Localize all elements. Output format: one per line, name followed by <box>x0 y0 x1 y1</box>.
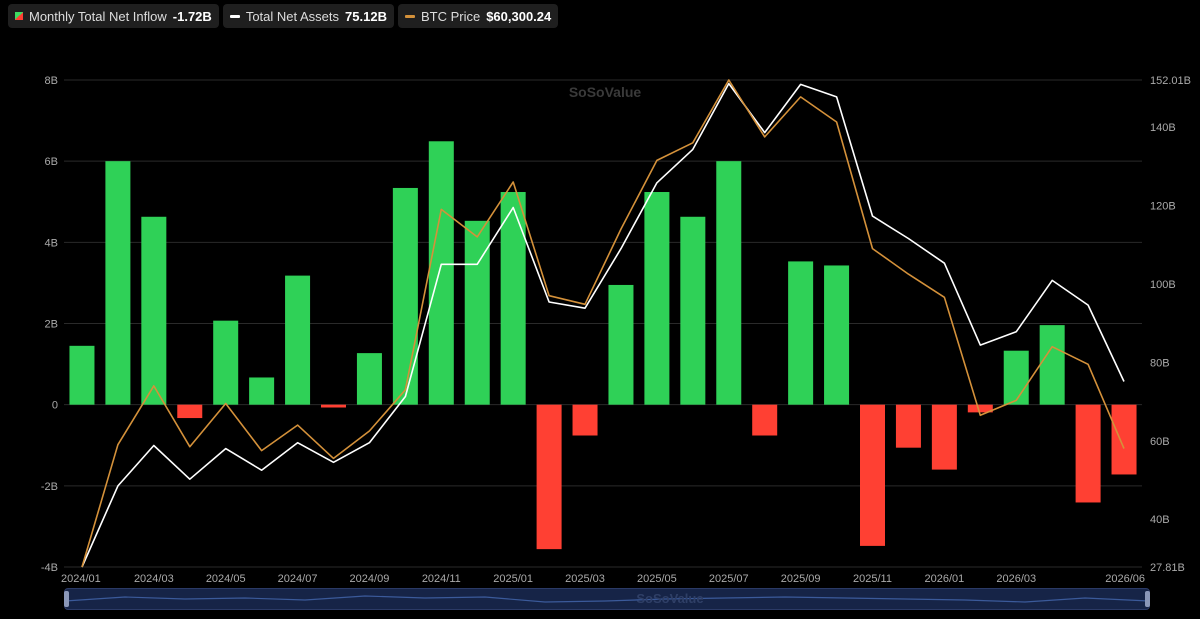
range-scroller[interactable]: SoSoValue <box>64 588 1150 610</box>
left-tick-label: -2B <box>41 481 58 493</box>
left-tick-label: 4B <box>45 237 58 249</box>
inflow-bar <box>177 404 203 419</box>
inflow-bar <box>356 353 382 405</box>
legend-assets-value: 75.12B <box>345 8 387 24</box>
inflow-bar <box>428 141 454 405</box>
x-tick-label: 2024/01 <box>61 573 101 585</box>
x-tick-label: 2024/11 <box>422 573 461 585</box>
right-tick-label: 140B <box>1150 122 1176 134</box>
inflow-bar <box>536 404 562 550</box>
inflow-bar <box>680 216 706 405</box>
inflow-bar <box>141 216 167 405</box>
inflow-bar <box>1003 350 1029 405</box>
x-tick-label: 2024/03 <box>134 573 174 585</box>
inflow-swatch-icon <box>15 12 23 20</box>
left-tick-label: 2B <box>45 319 58 331</box>
inflow-bar <box>788 261 814 405</box>
btc-swatch-icon <box>404 14 415 18</box>
right-tick-label: 60B <box>1150 436 1170 448</box>
assets-swatch-icon <box>229 14 240 18</box>
x-tick-label: 2026/01 <box>924 573 964 585</box>
x-tick-label: 2026/03 <box>996 573 1036 585</box>
right-tick-label: 100B <box>1150 279 1176 291</box>
legend-inflow[interactable]: Monthly Total Net Inflow -1.72B <box>8 4 219 28</box>
inflow-bar <box>464 220 490 405</box>
grid-lines <box>64 79 1142 568</box>
legend-inflow-value: -1.72B <box>172 8 212 24</box>
x-tick-label: 2025/07 <box>709 573 749 585</box>
right-tick-label: 40B <box>1150 514 1170 526</box>
inflow-bar <box>931 404 957 470</box>
inflow-bar <box>895 404 921 448</box>
inflow-bar <box>500 192 526 405</box>
right-tick-label: 27.81B <box>1150 562 1185 574</box>
watermark: SoSoValue <box>569 84 642 100</box>
scroller-left-handle[interactable] <box>64 591 69 607</box>
inflow-bar <box>824 265 850 405</box>
series-lines <box>81 79 1125 568</box>
inflow-bar <box>572 404 598 436</box>
right-tick-label: 152.01B <box>1150 75 1191 87</box>
left-tick-label: 6B <box>45 156 58 168</box>
inflow-bar <box>213 320 239 405</box>
legend-inflow-label: Monthly Total Net Inflow <box>29 8 167 24</box>
inflow-bar <box>752 404 778 436</box>
scroller-watermark: SoSoValue <box>636 591 703 606</box>
scroller-preview: SoSoValue <box>64 591 1150 606</box>
inflow-bar <box>608 284 634 405</box>
inflow-bar <box>644 192 670 405</box>
left-tick-label: -4B <box>41 562 58 574</box>
x-tick-label: 2024/09 <box>350 573 390 585</box>
x-tick-label: 2024/07 <box>278 573 318 585</box>
legend-assets-label: Total Net Assets <box>245 8 340 24</box>
inflow-bar <box>321 404 346 408</box>
inflow-bar <box>1111 404 1137 475</box>
left-tick-label: 0 <box>52 400 58 412</box>
legend: Monthly Total Net Inflow -1.72B Total Ne… <box>8 4 559 28</box>
left-tick-label: 8B <box>45 75 58 87</box>
inflow-bar <box>860 404 885 546</box>
inflow-bar <box>1039 325 1065 405</box>
axis-labels: 8B 6B 4B 2B 0 -2B -4B 152.01B 140B 120B 100B 80B 60B… <box>41 75 1191 585</box>
inflow-bar <box>249 377 275 405</box>
inflow-bar <box>105 161 131 405</box>
inflow-bar <box>285 275 311 405</box>
legend-btc-value: $60,300.24 <box>486 8 552 24</box>
right-tick-label: 120B <box>1150 201 1176 213</box>
total-net-assets-line <box>81 82 1125 568</box>
x-tick-label: 2025/09 <box>781 573 821 585</box>
btc-price-line <box>81 79 1125 568</box>
inflow-bar <box>716 161 742 405</box>
inflow-bar <box>1075 404 1101 503</box>
legend-btc-label: BTC Price <box>420 8 481 24</box>
legend-assets[interactable]: Total Net Assets 75.12B <box>222 4 394 28</box>
right-tick-label: 80B <box>1150 357 1170 369</box>
x-tick-label: 2025/01 <box>493 573 533 585</box>
x-tick-label: 2024/05 <box>206 573 246 585</box>
x-tick-label: 2026/06 <box>1105 573 1145 585</box>
scroller-right-handle[interactable] <box>1145 591 1150 607</box>
x-tick-label: 2025/03 <box>565 573 605 585</box>
inflow-bars <box>69 141 1137 550</box>
legend-btc[interactable]: BTC Price $60,300.24 <box>397 4 559 28</box>
x-tick-label: 2025/05 <box>637 573 677 585</box>
inflow-bar <box>967 404 993 413</box>
inflow-bar <box>392 187 418 405</box>
x-tick-label: 2025/11 <box>853 573 892 585</box>
inflow-bar <box>69 345 95 405</box>
